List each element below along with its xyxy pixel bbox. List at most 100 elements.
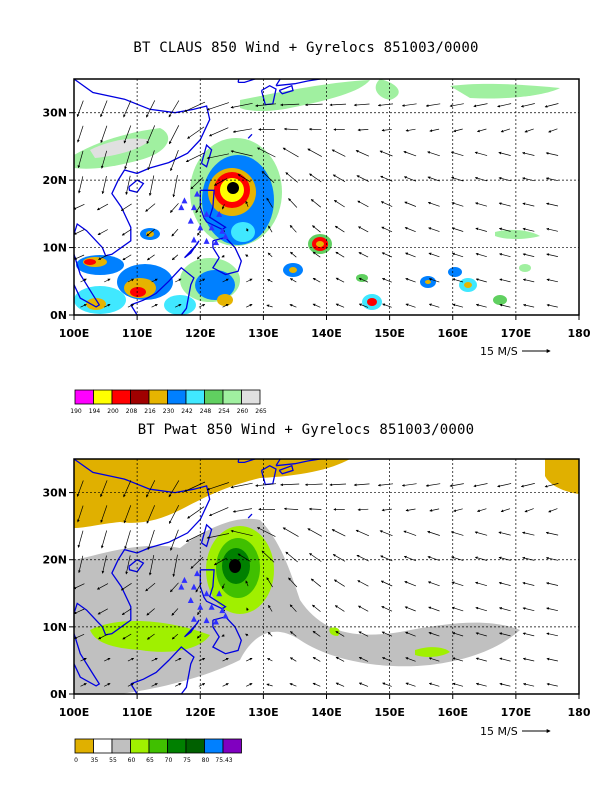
colorbar-label: 248 [200,408,212,415]
wind-vector [403,150,417,157]
wind-vector [196,634,202,639]
coastline-segment [199,569,227,610]
wind-vector [246,303,253,308]
wind-vector [80,303,87,308]
wind-vector [381,226,393,233]
wind-vector [312,225,321,233]
wind-vector [500,128,511,133]
wind-vector [427,581,440,587]
wind-vector [310,578,322,587]
wind-vector [380,580,393,587]
wind-vector [151,657,158,662]
wind-vector [546,278,558,283]
wind-vector [185,532,205,542]
wind-vector [256,527,276,537]
wind-vector [451,252,464,258]
wind-vector [266,197,273,208]
wind-vector [308,127,322,131]
wind-vector [122,633,132,640]
wind-vector [312,303,321,308]
wind-vector [404,606,416,612]
colorbar-label: 260 [237,408,249,415]
wind-vector [120,583,132,591]
wind-vector [499,303,511,308]
wind-vector [380,201,393,207]
wind-vector [268,225,273,233]
wind-vector [184,481,206,492]
wind-vector [246,607,249,611]
wind-vector [198,683,206,687]
wind-vector [427,176,440,182]
wind-vector [379,150,393,157]
wind-vector [335,682,345,687]
wind-vector [545,531,559,536]
wind-vector [381,277,392,283]
wind-vector [289,224,297,233]
colorbar-label: 242 [181,408,193,415]
coastline-segment [275,459,322,467]
wind-vector [450,151,464,157]
wind-vector [121,608,132,615]
gyreloc-triangle [203,210,210,217]
wind-vector [172,175,178,198]
wind-vector [221,254,225,258]
wind-vector [428,606,440,612]
wind-vector [96,583,109,590]
wind-vector [123,125,132,144]
wind-vector [230,150,253,157]
wind-vector [222,657,229,662]
wind-vector [100,100,108,118]
lat-tick-label: 30N [42,107,67,120]
wind-vector [312,682,321,687]
colorbar-swatch [148,738,168,754]
wind-vector [546,657,558,662]
wind-vector [520,103,535,108]
wind-vector [196,254,202,260]
wind-vector [146,633,155,640]
wind-vector [333,579,345,587]
wind-vector [171,254,179,261]
wind-vector [332,174,346,183]
wind-vector [245,200,249,207]
wind-vector [98,633,108,640]
wind-vector [237,174,251,183]
wind-vector [283,507,299,511]
wind-vector [522,303,535,308]
wind-vector [104,657,111,662]
wind-vector [312,656,321,662]
wind-vector [405,508,416,512]
wind-vector [381,606,393,612]
wind-vector [151,303,158,308]
claus-axis-ticks: 100E 110E 120E 130E 140E 150E 160E 170E 180 0N 10N… [42,107,590,340]
wind-vector [146,480,156,498]
wind-vector [474,531,488,536]
wind-vector [428,682,440,687]
wind-vector [331,149,346,157]
gyreloc-triangle [190,236,197,243]
wind-vector [427,201,440,207]
wind-vector [197,608,202,616]
wind-vector [127,303,135,308]
wind-vector [475,606,487,612]
coastline-segment [237,459,258,464]
wind-vector [428,252,440,258]
wind-vector [427,151,440,157]
wind-vector [545,152,559,156]
wind-vector [151,278,158,283]
wind-vector [405,303,416,308]
coastline-segment [211,236,242,276]
claus-wind-vectors [74,100,559,308]
wind-vector [282,147,299,158]
wind-vector [280,103,300,107]
wind-vector [289,604,297,612]
gyreloc-triangle [203,590,210,597]
wind-vector [474,151,488,156]
lon-tick-label: 140E [311,706,341,719]
wind-vector [169,203,179,213]
gyreloc-triangle [208,603,215,610]
wind-vector [101,176,107,195]
wind-vector [498,556,511,561]
wind-vector [100,480,108,498]
lon-tick-label: 150E [374,327,404,340]
wind-vector [289,304,297,308]
